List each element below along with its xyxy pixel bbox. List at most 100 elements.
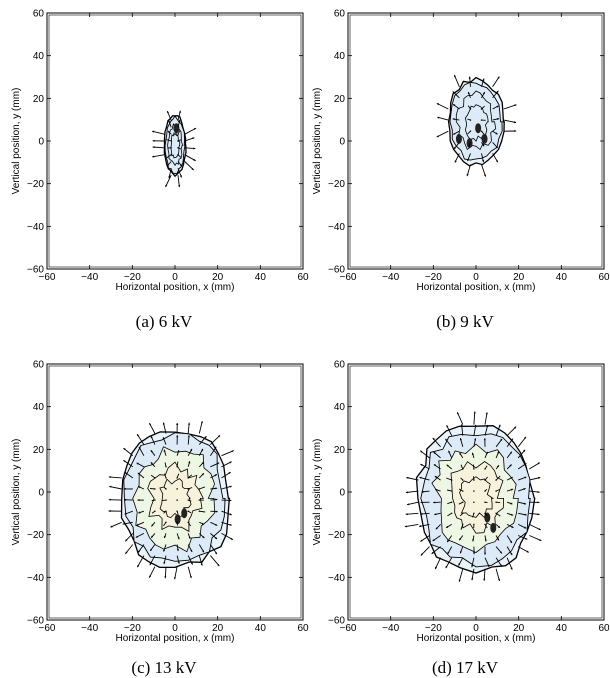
y-tick-label: −60 (27, 616, 44, 627)
vector-arrowhead (483, 578, 486, 581)
y-tick-label: 20 (33, 445, 45, 456)
vector-dot (462, 490, 464, 492)
vector-dot (480, 108, 483, 110)
vector-arrowhead (214, 552, 217, 555)
vector-field (404, 411, 542, 582)
vector-dot (484, 479, 486, 481)
y-tick-label: 40 (334, 402, 346, 413)
vector-dot (473, 512, 475, 514)
vector-arrow (472, 464, 475, 470)
vector-arrowhead (190, 448, 192, 452)
vector-arrowhead (201, 448, 203, 451)
vector-arrowhead (437, 116, 440, 119)
y-tick-label: 60 (334, 9, 346, 20)
y-tick-label: 20 (334, 94, 346, 105)
vector-arrowhead (108, 509, 111, 513)
vector-arrowhead (524, 436, 526, 439)
vector-arrowhead (468, 144, 471, 147)
y-tick-label: 0 (38, 488, 44, 499)
panel-b: −60 −40 −20 0 20 40 60 −60 −40 −20 0 20 40 60 Horizont… (312, 9, 610, 294)
vector-arrowhead (164, 576, 167, 579)
y-axis-label: Vertical position, y (mm) (312, 439, 323, 546)
vector-arrowhead (215, 510, 218, 513)
vector-dot (473, 468, 475, 470)
y-tick-label: −40 (328, 573, 345, 584)
vector-arrowhead (149, 563, 152, 566)
vector-arrowhead (109, 485, 112, 488)
vector-arrowhead (421, 490, 424, 493)
vector-arrowhead (484, 539, 487, 542)
vector-dot (495, 512, 497, 514)
vector-arrow (110, 521, 122, 528)
vector-arrowhead (458, 579, 461, 582)
vector-dot (198, 510, 200, 512)
vector-arrowhead (214, 446, 217, 449)
vector-arrowhead (538, 528, 541, 530)
vector-arrowhead (514, 104, 517, 107)
vector-arrow (406, 477, 419, 481)
vector-arrow (466, 164, 471, 177)
vector-arrowhead (176, 423, 179, 425)
vector-arrowhead (471, 565, 474, 568)
vector-dot (176, 477, 178, 479)
vector-arrowhead (431, 551, 434, 554)
vector-arrowhead (202, 536, 205, 539)
vector-arrow (152, 154, 165, 158)
x-tick-label: −60 (39, 623, 56, 634)
vector-arrowhead (453, 132, 456, 135)
vector-dot (451, 490, 453, 492)
vector-arrow (473, 411, 476, 425)
x-axis-label: Horizontal position, x (mm) (417, 282, 536, 293)
vector-arrowhead (178, 185, 181, 188)
x-tick-label: −40 (382, 272, 399, 283)
vector-dot (462, 479, 464, 481)
vector-arrowhead (486, 425, 489, 428)
vector-arrowhead (468, 92, 470, 95)
vector-dot (170, 140, 172, 142)
x-tick-label: 0 (172, 623, 178, 634)
y-tick-label: 60 (33, 360, 45, 371)
y-tick-label: 0 (339, 137, 345, 148)
vector-dot (462, 512, 464, 514)
vector-arrowhead (229, 499, 232, 502)
x-axis-label: Horizontal position, x (mm) (116, 633, 235, 644)
vector-dot (176, 488, 178, 490)
vector-arrow (495, 568, 500, 582)
y-tick-label: −20 (27, 530, 44, 541)
vector-arrowhead (152, 139, 155, 142)
vector-dot (177, 147, 179, 149)
vector-arrowhead (230, 537, 233, 540)
vector-dot (176, 499, 178, 501)
vector-arrow (447, 512, 452, 517)
y-tick-label: −40 (27, 573, 44, 584)
vector-dot (198, 499, 200, 501)
vector-arrow (176, 473, 180, 479)
vector-arrowhead (135, 535, 138, 538)
caption-c: (c) 13 kV (131, 658, 197, 677)
vector-arrowhead (193, 128, 197, 130)
vector-arrowhead (495, 145, 498, 148)
vector-arrowhead (436, 135, 439, 138)
panel-a: −60 −40 −20 0 20 40 60 −60 −40 −20 0 20 40 60 Horizont… (11, 9, 309, 294)
vector-dot (495, 490, 497, 492)
vector-arrowhead (178, 110, 181, 113)
x-tick-label: −20 (124, 623, 141, 634)
vector-arrowhead (152, 146, 155, 149)
vector-dot (187, 488, 189, 490)
vector-arrowhead (433, 501, 436, 504)
vector-arrowhead (537, 491, 540, 494)
vector-arrowhead (187, 435, 190, 438)
vector-dot (170, 147, 172, 149)
contour-peak (455, 133, 462, 144)
vector-arrowhead (200, 563, 203, 566)
vector-arrowhead (496, 90, 499, 93)
vector-arrowhead (500, 564, 502, 567)
vector-dot (462, 523, 464, 526)
vector-arrowhead (108, 476, 111, 479)
vector-arrowhead (471, 578, 474, 581)
vector-arrowhead (179, 164, 182, 167)
vector-arrowhead (510, 477, 513, 479)
y-tick-label: 0 (38, 137, 44, 148)
contour-peak (173, 123, 180, 134)
vector-arrow (481, 164, 487, 177)
